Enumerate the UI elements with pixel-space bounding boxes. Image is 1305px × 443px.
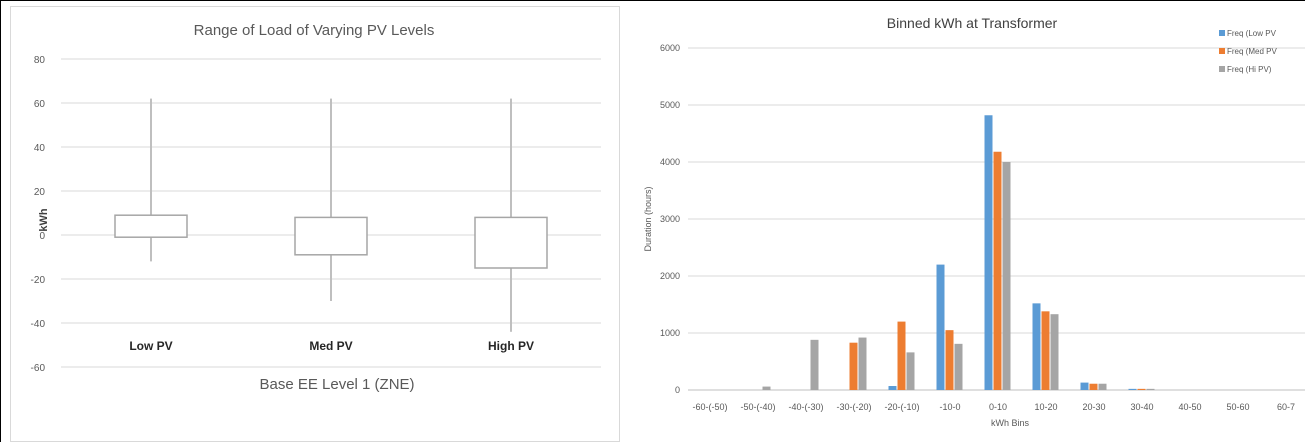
bar-x-tick-label: -40-(-30) [788, 402, 823, 412]
bar-mark [897, 321, 906, 390]
bar-x-tick-label: -10-0 [939, 402, 960, 412]
bar-mark [906, 352, 915, 390]
box-chart-ylabel: kWh [38, 208, 50, 232]
box-plot-chart: Range of Load of Varying PV Levels kWh B… [31, 22, 601, 393]
bar-x-tick-label: -50-(-40) [740, 402, 775, 412]
bar-mark [849, 342, 858, 390]
bar-mark [1032, 303, 1041, 390]
bar-y-tick-label: 0 [675, 385, 680, 395]
bar-y-tick-label: 3000 [660, 214, 680, 224]
bar-x-tick-label: 0-10 [989, 402, 1007, 412]
box-category-label: Med PV [309, 339, 352, 353]
legend-swatch [1219, 48, 1225, 54]
bar-mark [1050, 314, 1059, 390]
legend-swatch [1219, 30, 1225, 36]
legend-label: Freq (Low PV [1227, 29, 1277, 38]
bar-chart-xlabel: kWh Bins [991, 418, 1030, 428]
bar-mark [810, 339, 819, 390]
bar-mark [858, 337, 867, 390]
box-y-tick-label: -40 [31, 319, 46, 330]
bar-mark [762, 386, 771, 390]
histogram-chart: Binned kWh at Transformer Duration (hour… [643, 15, 1305, 428]
box-y-tick-label: 20 [34, 187, 46, 198]
frame-top-border [0, 0, 1305, 1]
bar-mark [984, 115, 993, 390]
bar-x-tick-label: 30-40 [1130, 402, 1153, 412]
bar-x-tick-label: 50-60 [1226, 402, 1249, 412]
bar-y-tick-label: 4000 [660, 157, 680, 167]
box-chart-title: Range of Load of Varying PV Levels [194, 22, 435, 39]
box-iqr-rect [294, 216, 368, 256]
box-chart-xlabel: Base EE Level 1 (ZNE) [259, 376, 414, 393]
bar-mark [1041, 311, 1050, 390]
bar-mark [1146, 388, 1155, 390]
bar-mark [888, 386, 897, 390]
bar-x-tick-label: -20-(-10) [884, 402, 919, 412]
box-y-tick-label: -60 [31, 363, 46, 374]
box-plot-panel: Range of Load of Varying PV Levels kWh B… [10, 6, 620, 442]
bar-y-tick-label: 1000 [660, 328, 680, 338]
bar-x-tick-label: -30-(-20) [836, 402, 871, 412]
bar-x-tick-label: 20-30 [1082, 402, 1105, 412]
frame-left-border [0, 0, 1, 442]
bar-mark [936, 264, 945, 390]
box-y-tick-label: -20 [31, 275, 46, 286]
box-y-tick-label: 80 [34, 55, 46, 66]
bar-x-tick-label: -60-(-50) [692, 402, 727, 412]
bar-mark [1080, 382, 1089, 390]
legend-swatch [1219, 66, 1225, 72]
box-y-tick-label: 40 [34, 143, 46, 154]
box-y-tick-label: 60 [34, 99, 46, 110]
box-category-label: Low PV [129, 339, 172, 353]
bar-y-tick-label: 2000 [660, 271, 680, 281]
bar-mark [1137, 388, 1146, 390]
histogram-panel: Binned kWh at Transformer Duration (hour… [628, 6, 1305, 442]
bar-chart-title: Binned kWh at Transformer [887, 15, 1058, 31]
box-iqr-rect [114, 214, 188, 238]
bar-mark [1128, 388, 1137, 390]
bar-mark [993, 151, 1002, 390]
box-category-label: High PV [488, 339, 534, 353]
bar-mark [954, 343, 963, 390]
box-iqr-rect [474, 216, 548, 269]
bar-mark [1098, 383, 1107, 390]
legend-label: Freq (Hi PV) [1227, 65, 1272, 74]
bar-x-tick-label: 60-7 [1277, 402, 1295, 412]
bar-mark [1002, 162, 1011, 390]
bar-mark [945, 330, 954, 390]
bar-x-tick-label: 10-20 [1034, 402, 1057, 412]
bar-y-tick-label: 5000 [660, 100, 680, 110]
bar-mark [1089, 383, 1098, 390]
box-y-tick-label: 0 [39, 231, 45, 242]
bar-x-tick-label: 40-50 [1178, 402, 1201, 412]
bar-y-tick-label: 6000 [660, 43, 680, 53]
bar-chart-ylabel: Duration (hours) [643, 186, 653, 251]
legend-label: Freq (Med PV [1227, 47, 1277, 56]
